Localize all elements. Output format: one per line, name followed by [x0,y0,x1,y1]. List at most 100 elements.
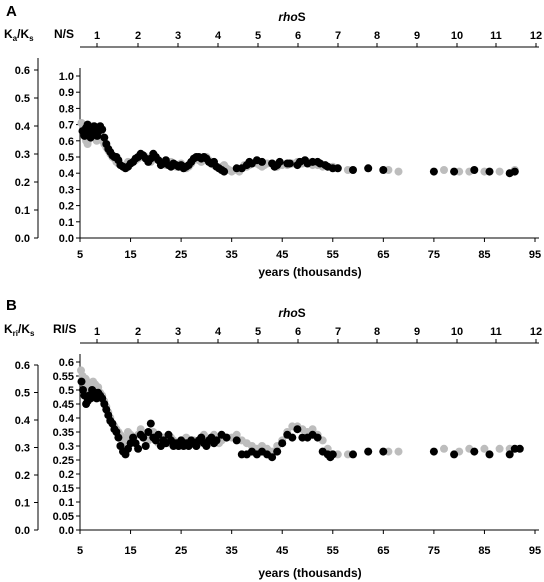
panel-b-bottom-tick-label: 35 [226,545,238,557]
panel-a-black-point [220,167,229,176]
panel-b-right-tick-label: 0.1 [59,497,74,509]
panel-b-top-tick-label: 11 [490,326,502,338]
panel-b-right-tick-label: 0.05 [53,511,74,523]
panel-b-right-tick-label: 0.4 [59,413,75,425]
panel-a-right-tick-label: 0.0 [59,233,74,245]
panel-b-right-tick-label: 0.15 [53,483,74,495]
panel-b-bottom-tick-label: 45 [276,545,288,557]
panel-b-grey-point [394,447,403,456]
panel-a-bottom-tick-label: 95 [529,249,541,261]
panel-a-left-tick-label: 0.4 [15,121,31,133]
panel-b-bottom-tick-label: 5 [77,545,83,557]
panel-a-right-tick-label: 0.2 [59,201,74,213]
panel-b-black-point [77,377,86,386]
panel-b-black-point [288,433,297,442]
panel-a-bottom-tick-label: 75 [428,249,440,261]
panel-b-top-axis-title: rhoS [278,306,305,320]
panel-a-right-tick-label: 0.3 [59,184,74,196]
panel-b-black-point [278,439,287,448]
panel-b-top-axis: 1 2 3 4 5 6 7 8 9 10 11 12 [80,326,542,344]
panel-a-points [77,119,519,178]
panel-a-left-axis: 0.6 0.5 0.4 0.3 0.2 0.1 0.0 [15,65,38,245]
panel-b-bottom-tick-label: 15 [124,545,136,557]
panel-a-top-tick-label: 12 [530,30,542,42]
panel-a-left-tick-label: 0.1 [15,205,30,217]
panel-a-top-tick-label: 4 [215,30,222,42]
panel-b-left-tick-label: 0.4 [15,415,31,427]
panel-a-label: A [6,3,17,20]
panel-a-black-point [83,120,92,129]
panel-b-right-tick-label: 0.25 [53,455,74,467]
panel-b-black-point [134,444,143,453]
panel-b-black-point [379,447,388,456]
panel-b-grey-point [440,444,448,453]
panel-a-top-tick-label: 9 [414,30,420,42]
panel-a-black-point [450,167,459,176]
panel-a-right-tick-label: 0.6 [59,136,74,148]
panel-b-right-tick-label: 0.45 [53,399,74,411]
panel-a-left-axis-title: Ka/Ks [4,27,34,43]
panel-b-bottom-tick-label: 55 [327,545,339,557]
panel-b-black-point [364,447,373,456]
panel-a-black-point [364,164,373,173]
panel-b-top-tick-label: 1 [94,326,100,338]
panel-b-black-point [505,450,514,459]
panel-b-top-tick-label: 10 [451,326,463,338]
panel-a-black-point [510,167,519,176]
panel-b-bottom-tick-label: 75 [428,545,440,557]
panel-a-black-point [275,157,284,166]
panel-a-left-tick-label: 0.6 [15,65,30,77]
panel-b-left-tick-label: 0.6 [15,360,30,372]
panel-a-bottom-tick-label: 5 [77,249,83,261]
panel-b-right-axis-title: RI/S [53,322,76,336]
panel-b-bottom-tick-label: 65 [377,545,389,557]
panel-a-top-tick-label: 3 [175,30,181,42]
panel-b-left-tick-label: 0.0 [15,525,30,537]
panel-b-bottom-tick-label: 25 [175,545,187,557]
panel-a-top-axis: 1 2 3 4 5 6 7 8 9 10 11 12 [80,30,542,48]
panel-a-top-tick-label: 6 [295,30,301,42]
panel-b-black-point [141,442,150,450]
panel-b-black-point [470,447,479,456]
panel-a-black-point [98,125,107,134]
panel-a-right-tick-label: 0.7 [59,120,74,132]
panel-b-right-tick-label: 0.5 [59,385,74,397]
panel-a-bottom-tick-label: 55 [327,249,339,261]
panel-a-right-axis: 1.0 0.9 0.8 0.7 0.6 0.5 0.4 0.3 0.2 0.1 0.0 [59,68,81,245]
panel-b-right-axis: 0.6 0.55 0.5 0.45 0.4 0.35 0.3 0.25 0.2 0.15 0.1 0.… [53,354,81,537]
panel-b-black-point [139,433,148,442]
panel-a-grey-point [394,167,403,176]
panel-a-left-tick-label: 0.3 [15,149,30,161]
panel-b-black-point [212,436,221,445]
panel-b-black-point [429,447,438,456]
panel-a-bottom-tick-label: 65 [377,249,389,261]
panel-b-right-tick-label: 0.35 [53,427,74,439]
panel-b-x-axis-title: years (thousands) [258,566,361,580]
panel-a-right-axis-title: N/S [54,27,74,41]
panel-a-left-tick-label: 0.5 [15,93,30,105]
panel-b-grey-point [480,444,489,453]
panel-b-points [77,366,524,462]
panel-b-left-axis-title: Kri/Ks [4,322,35,338]
panel-b: B Kri/Ks RI/S rhoS years (thousands) 0.6… [4,297,542,580]
panel-b-top-tick-label: 4 [215,326,222,338]
panel-b-right-tick-label: 0.55 [53,371,74,383]
panel-a-left-tick-label: 0.0 [15,233,30,245]
panel-b-black-point [114,433,123,442]
panel-b-bottom-axis: 5 15 25 35 45 55 65 75 85 95 [77,529,541,557]
panel-b-left-tick-label: 0.3 [15,443,30,455]
panel-a-top-axis-title: rhoS [278,10,305,24]
panel-b-top-tick-label: 3 [175,326,181,338]
panel-a-bottom-tick-label: 15 [124,249,136,261]
panel-b-label: B [6,297,17,314]
panel-b-top-tick-label: 7 [335,326,341,338]
panel-a-right-tick-label: 0.5 [59,152,74,164]
panel-a-right-tick-label: 1.0 [59,71,74,83]
panel-a-black-point [485,167,494,176]
panel-a-bottom-tick-label: 45 [276,249,288,261]
panel-a-top-tick-label: 2 [135,30,141,42]
panel-b-top-tick-label: 9 [414,326,420,338]
panel-b-grey-point [308,425,317,434]
panel-b-bottom-tick-label: 95 [529,545,541,557]
panel-b-top-tick-label: 12 [530,326,542,338]
